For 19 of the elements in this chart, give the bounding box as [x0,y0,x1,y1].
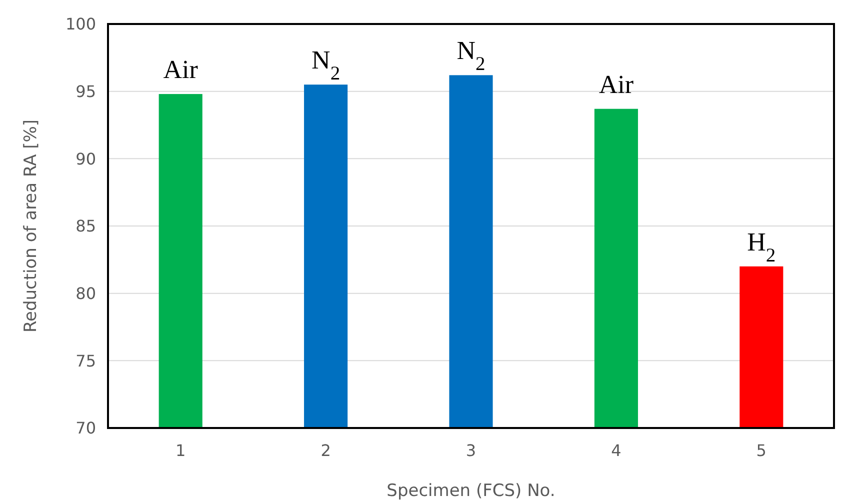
x-tick-label: 5 [756,441,766,460]
x-tick-label: 3 [466,441,476,460]
annotation: H$_{2}$ [747,227,776,266]
annotation: Air [163,55,198,84]
y-tick-label: 95 [76,82,96,101]
y-axis-title: Reduction of area RA [%] [21,119,41,333]
y-tick-label: 80 [76,284,96,303]
y-tick-label: 70 [76,418,96,438]
x-tick-label: 1 [176,441,186,460]
x-tick-label: 4 [611,441,622,460]
x-tick-label: 2 [320,441,331,460]
y-tick-label: 100 [65,14,96,34]
y-tick-label: 85 [76,216,96,236]
y-tick-label: 75 [76,351,96,370]
annotation: N$_{2}$ [456,36,486,75]
x-axis-title: Specimen (FCS) No. [386,481,556,500]
annotation: Air [598,70,634,99]
annotation: N$_{2}$ [312,46,340,84]
y-tick-label: 90 [76,149,96,168]
